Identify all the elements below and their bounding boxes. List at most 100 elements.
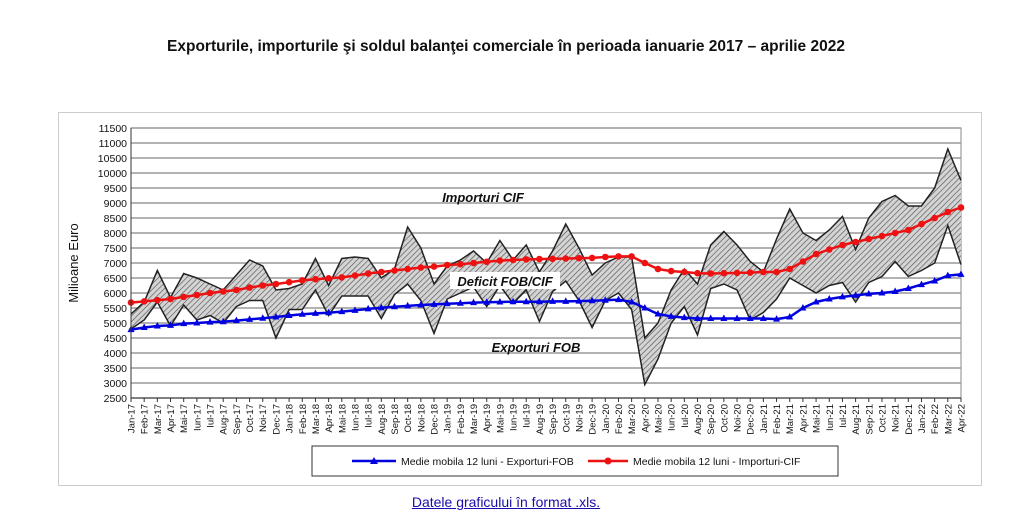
x-tick-label: Apr-19 [482,404,493,433]
annotation-imports: Importuri CIF [442,190,525,205]
legend: Medie mobila 12 luni - Exporturi-FOB Med… [311,445,839,477]
imports-ma-point [812,250,820,258]
exports-ma-point [496,298,504,305]
imports-ma-point [443,261,451,269]
exports-ma-point [364,304,372,312]
xls-data-link[interactable]: Datele graficului în format .xls. [411,494,601,510]
exports-ma-point [575,297,583,304]
x-tick-label: Aug-18 [377,404,388,435]
imports-ma-point [654,265,662,273]
exports-ma-point [825,295,833,302]
exports-ma-point [443,299,451,307]
exports-ma-point [917,280,925,288]
x-tick-label: Feb-19 [456,404,467,434]
x-tick-label: Aug-19 [535,404,546,435]
imports-ma-point [562,255,570,262]
y-tick-label: 2500 [104,393,128,405]
x-tick-label: Jan-20 [601,404,612,433]
x-tick-label: Aug-20 [693,404,704,435]
imports-ma-point [378,268,385,276]
x-tick-label: Dec-20 [746,404,757,435]
exports-line [130,223,962,387]
imports-ma-point [180,293,187,301]
exports-ma-point [509,297,517,305]
exports-ma-point [180,319,188,327]
y-tick-label: 7000 [104,258,128,270]
imports-ma-point [931,214,938,222]
imports-ma-point [918,220,925,228]
imports-ma-point [219,288,227,295]
exports-ma-point [614,295,622,303]
x-tick-label: Apr-21 [798,404,809,433]
x-tick-label: Sep-17 [232,404,243,435]
exports-ma-point [628,298,636,305]
imports-ma-point [417,264,425,271]
y-tick-label: 9000 [104,198,128,210]
imports-ma-point [865,235,873,243]
exports-ma-point [759,314,767,321]
x-tick-label: Iul-20 [680,404,691,428]
x-tick-label: Mar-20 [627,404,638,434]
imports-ma-point [628,253,635,260]
x-tick-label: Oct-17 [245,404,256,433]
x-tick-label: Mar-19 [469,404,480,434]
imports-ma-point [404,265,411,273]
x-tick-label: Feb-21 [772,404,783,434]
x-tick-label: Iun-20 [667,404,678,431]
y-tick-label: 6000 [104,288,128,300]
y-tick-label: 11500 [99,123,128,135]
imports-ma-point [430,263,438,270]
exports-ma-point [535,297,543,305]
x-tick-label: Mai-18 [337,404,348,433]
exports-ma-point [377,303,385,311]
y-tick-label: 4000 [104,348,128,360]
y-tick-label: 5500 [104,303,128,315]
imports-ma-point [825,246,833,253]
imports-ma-point [852,238,859,246]
x-tick-label: Jan-22 [917,404,928,433]
x-tick-label: Iun-18 [350,404,361,431]
x-tick-label: Sep-21 [864,404,875,435]
exports-ma-point [193,319,201,326]
exports-ma-point [654,310,662,317]
imports-ma-point [733,269,741,277]
exports-ma-point [773,315,781,322]
exports-ma-point [812,298,820,305]
imports-ma-point [786,265,794,273]
x-tick-label: Apr-18 [324,404,335,433]
x-tick-label: Noi-21 [891,404,902,432]
imports-ma-point [206,289,214,297]
imports-ma-point [351,272,359,279]
x-tick-label: Iul-21 [838,404,849,428]
x-tick-label: Apr-20 [640,404,651,433]
imports-ma-point [694,269,701,277]
exports-ma-point [562,297,570,304]
x-tick-label: Dec-17 [271,404,282,435]
x-tick-label: Mar-17 [153,404,164,434]
x-tick-label: Sep-20 [706,404,717,435]
x-tick-label: Noi-19 [574,404,585,432]
exports-ma-point [325,308,333,316]
exports-ma-point [153,322,161,329]
exports-ma-point [786,313,794,320]
imports-ma-point [681,268,688,276]
exports-ma-point [206,318,214,325]
imports-ma-point [496,257,504,264]
imports-ma-point [799,258,807,265]
x-tick-label: Feb-22 [930,404,941,434]
chart-title: Exporturile, importurile şi soldul balan… [167,38,845,55]
imports-ma-point [773,268,780,276]
imports-ma-point [272,280,280,288]
imports-ma-point [193,291,201,299]
imports-ma-point [667,267,675,275]
imports-ma-point [760,268,767,276]
exports-ma-point [878,289,886,296]
x-tick-label: Iul-18 [364,404,375,428]
exports-ma-point [852,291,860,298]
exports-ma-point [311,309,319,316]
exports-ma-point [588,296,596,304]
imports-ma-point [325,275,332,282]
imports-ma-point [707,270,714,277]
annotation-deficit-bg [450,272,560,289]
